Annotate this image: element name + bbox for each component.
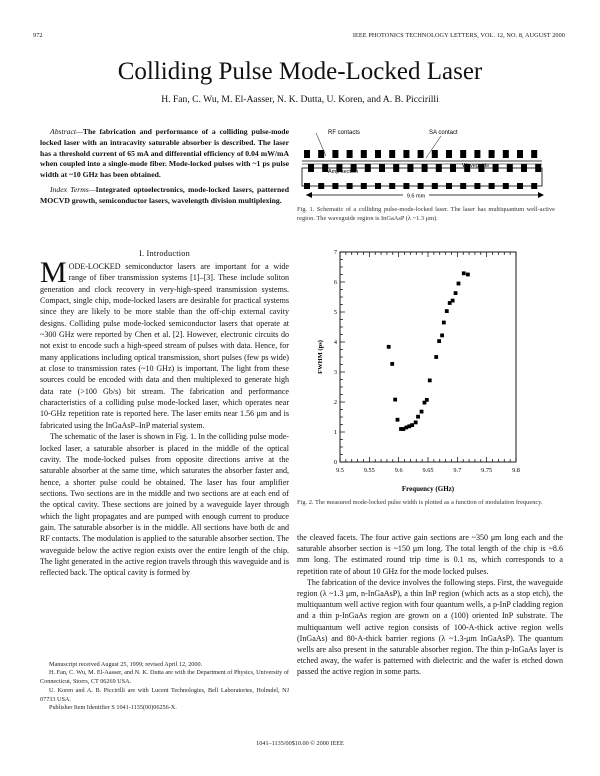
data-point [410,423,415,427]
data-point [424,398,429,402]
waveguide-label: Waveguide [462,163,489,169]
abstract-text: The fabrication and performance of a col… [40,127,289,180]
data-point [407,424,412,429]
sa-contact-label: SA contact [429,130,458,136]
y-tick-label: 5 [334,309,337,316]
paragraph: the cleaved facets. The four active gain… [297,533,563,576]
data-point [447,301,452,305]
x-tick-label: 9.8 [512,467,520,474]
copyright: 1041–1135/00$10.00 © 2000 IEEE [256,740,344,747]
left-column: M ODE-LOCKED semiconductor lasers are imp… [40,256,289,713]
x-tick-label: 9.75 [481,467,492,474]
right-column-body: the cleaved facets. The four active gain… [297,532,563,678]
contact-pad-top [304,150,310,158]
page-number: 972 [33,32,43,39]
data-point [399,427,403,431]
amp-section-label: Amp section [328,169,358,175]
data-point [444,309,449,313]
abstract-block: Abstract—The fabrication and performance… [40,127,289,211]
contact-pad-top [403,150,410,158]
x-tick-label: 9.55 [364,467,375,474]
data-point [386,344,391,349]
y-tick-label: 0 [334,459,337,466]
footnotes: Manuscript received August 25, 1999; rev… [40,653,289,713]
paragraph: The fabrication of the device involves t… [297,577,563,677]
y-tick-label: 6 [334,279,337,286]
figure2-chart: 9.5 9.55 9.6 9.65 9.7 9.75 9.8 0 1 2 3 4 5 6 7 FWHM (p… [317,249,520,493]
abstract: Abstract—The fabrication and performance… [40,127,289,181]
y-axis-label: FWHM (ps) [317,340,324,374]
rf-contacts-label: RF contacts [328,130,360,136]
contact-pad-top [360,150,367,158]
index-terms-label: Index Terms— [50,184,96,194]
x-axis-label: Frequency (GHz) [402,485,455,493]
contact-pad-top [517,150,523,158]
contact-pad-top [531,150,538,158]
data-point [413,420,418,425]
footnote: U. Koren and A. B. Piccirilli are with L… [40,686,289,703]
data-point [434,355,439,359]
contact-pad-top [318,150,325,158]
y-tick-label: 2 [334,399,337,406]
contact-pad-top [417,150,424,158]
x-tick-label: 9.6 [395,467,403,474]
paragraph: M ODE-LOCKED semiconductor lasers are imp… [40,256,289,431]
data-point [461,271,466,276]
x-tick-label: 9.7 [453,467,461,474]
data-point [453,291,458,295]
y-tick-label: 4 [334,339,338,346]
y-tick-label: 7 [334,249,337,256]
contact-pad-top [446,150,452,158]
index-terms-text: Integrated optoelectronics, mode-locked … [40,184,289,205]
data-point [390,362,395,366]
data-point [419,409,424,414]
index-terms: Index Terms—Integrated optoelectronics, … [40,185,289,207]
data-point [416,414,420,419]
y-tick-label: 3 [334,369,337,376]
length-label: 9.6 mm [407,194,426,200]
footnote: H. Fan, C. Wu, M. El-Aasser, and N. K. D… [40,669,289,686]
plot-frame [339,251,517,463]
data-point [465,272,470,277]
data-point [450,298,455,303]
y-tick-label: 1 [334,429,337,436]
contact-pad-top [431,150,438,158]
data-point [401,427,406,431]
data-point [393,397,398,402]
data-point [456,281,461,286]
data-point [440,333,444,338]
contact-pad-top [488,150,495,158]
abstract-label: Abstract— [50,127,83,136]
footnote: Publisher Item Identifier S 1041-1135(00… [49,704,177,712]
paragraph-text: semiconductor lasers are important for a… [40,262,289,430]
data-point [404,425,409,430]
contact-pad-top [389,150,396,158]
x-tick-label: 9.65 [422,467,433,474]
figure1-schematic: RF contacts SA contact Amp section Waveg… [301,130,544,200]
paragraph: The schematic of the laser is shown in F… [40,432,289,578]
contact-pad-top [502,150,509,158]
x-tick-label: 9.5 [336,467,344,474]
paper-title: Colliding Pulse Mode-Locked Laser [117,58,483,85]
data-point [441,320,446,325]
left-column-body: M ODE-LOCKED semiconductor lasers are imp… [40,256,289,579]
data-point [437,339,442,343]
contact-pad-top [332,150,339,158]
dropcap: M [40,256,67,289]
journal-header: IEEE PHOTONICS TECHNOLOGY LETTERS, VOL. … [352,32,565,39]
lead-word: ODE-LOCKED [68,262,121,271]
contact-pad-top [346,150,353,158]
data-point [422,400,427,405]
data-point [395,417,400,422]
figure2-caption: Fig. 2. The measured mode-locked pulse w… [297,499,543,506]
data-point [427,378,432,383]
contact-pad-top [460,150,467,158]
section-heading: I. Introduction [139,249,190,258]
contact-pad-top [375,150,381,158]
authors: H. Fan, C. Wu, M. El-Aasser, N. K. Dutta… [161,94,439,105]
figure1-caption: Fig. 1. Schematic of a colliding pulse-m… [297,206,555,222]
contact-pad-top [474,150,481,158]
footnote: Manuscript received August 25, 1999; rev… [49,660,203,668]
